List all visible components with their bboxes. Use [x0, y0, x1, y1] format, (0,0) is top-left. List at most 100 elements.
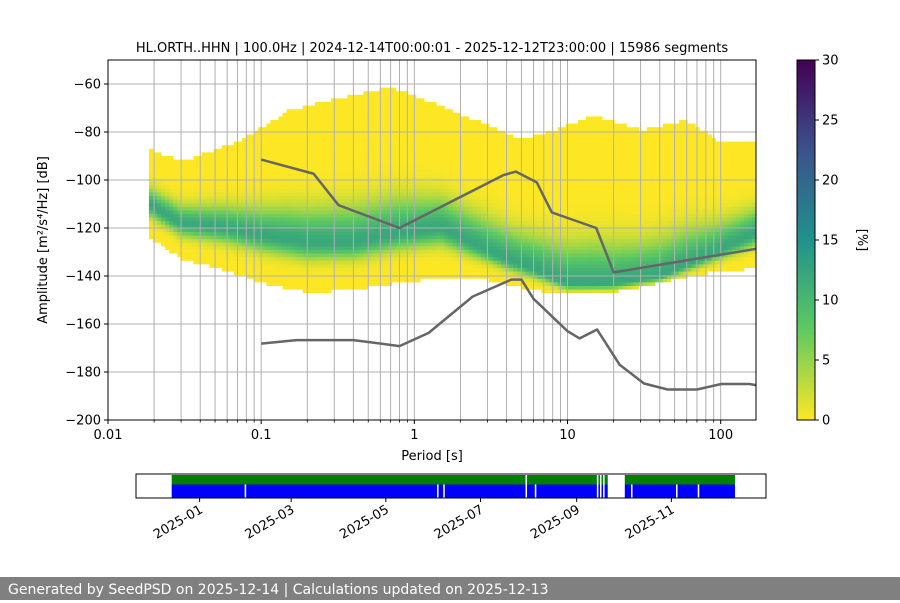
density-cell — [460, 138, 466, 142]
density-cell — [225, 156, 231, 160]
density-cell — [246, 256, 251, 261]
density-cell — [395, 256, 401, 261]
density-cell — [553, 166, 559, 171]
density-cell — [359, 213, 364, 218]
density-cell — [399, 181, 405, 186]
density-cell — [509, 217, 514, 222]
density-cell — [577, 260, 583, 265]
density-cell — [169, 188, 174, 193]
density-cell — [347, 220, 352, 225]
density-cell — [266, 231, 271, 236]
density-cell — [501, 170, 506, 175]
density-cell — [302, 120, 308, 124]
density-cell — [367, 112, 372, 117]
density-cell — [274, 192, 279, 196]
density-cell — [343, 278, 348, 283]
density-cell — [310, 138, 316, 142]
density-cell — [347, 141, 352, 146]
density-cell — [444, 195, 449, 200]
density-cell — [472, 256, 478, 261]
density-cell — [363, 206, 368, 211]
density-cell — [573, 238, 579, 243]
density-cell — [322, 228, 328, 232]
density-cell — [383, 109, 389, 114]
density-cell — [488, 260, 494, 265]
density-cell — [460, 134, 466, 139]
density-cell — [448, 238, 453, 243]
density-cell — [383, 102, 389, 106]
density-cell — [371, 260, 376, 265]
density-cell — [379, 102, 385, 106]
density-cell — [452, 206, 457, 211]
density-cell — [573, 231, 579, 236]
density-cell — [379, 235, 385, 240]
density-cell — [237, 174, 243, 178]
density-cell — [525, 148, 530, 153]
density-cell — [420, 174, 425, 178]
density-cell — [407, 145, 413, 150]
density-cell — [286, 120, 291, 124]
density-cell — [286, 170, 291, 175]
density-cell — [436, 235, 441, 240]
density-cell — [505, 217, 510, 222]
density-cell — [428, 192, 433, 196]
density-cell — [533, 242, 538, 247]
density-cell — [177, 253, 182, 258]
density-cell — [395, 184, 401, 189]
density-cell — [331, 210, 336, 214]
density-cell — [573, 159, 579, 164]
density-cell — [395, 91, 401, 96]
density-cell — [424, 127, 429, 132]
density-cell — [302, 202, 308, 207]
density-cell — [428, 159, 433, 164]
density-cell — [250, 181, 255, 186]
density-cell — [314, 109, 320, 114]
density-cell — [577, 210, 583, 214]
density-cell — [581, 278, 587, 283]
density-cell — [509, 235, 514, 240]
density-cell — [428, 206, 433, 211]
density-cell — [339, 166, 344, 171]
density-cell — [278, 166, 283, 171]
density-cell — [594, 116, 599, 121]
density-cell — [594, 134, 599, 139]
density-cell — [266, 210, 271, 214]
density-cell — [569, 202, 575, 207]
density-cell — [343, 98, 348, 103]
density-cell — [573, 285, 579, 290]
density-cell — [266, 181, 271, 186]
density-cell — [577, 123, 583, 128]
density-cell — [549, 181, 555, 186]
density-cell — [335, 116, 340, 121]
density-cell — [501, 202, 506, 207]
density-cell — [229, 202, 235, 207]
density-cell — [201, 228, 206, 232]
density-cell — [233, 217, 239, 222]
density-cell — [169, 192, 174, 196]
density-cell — [347, 282, 352, 286]
density-cell — [561, 210, 567, 214]
density-cell — [553, 148, 559, 153]
density-cell — [213, 217, 219, 222]
density-cell — [282, 282, 287, 286]
density-cell — [476, 130, 482, 135]
density-cell — [432, 174, 437, 178]
density-cell — [598, 159, 603, 164]
density-cell — [444, 231, 449, 236]
density-cell — [302, 181, 308, 186]
density-cell — [205, 206, 211, 211]
density-cell — [213, 260, 219, 265]
density-cell — [468, 235, 474, 240]
density-cell — [367, 260, 372, 265]
density-cell — [262, 195, 267, 200]
density-cell — [428, 231, 433, 236]
density-cell — [181, 210, 186, 214]
density-cell — [517, 174, 522, 178]
density-cell — [359, 170, 364, 175]
density-cell — [221, 166, 227, 171]
density-cell — [246, 271, 251, 276]
density-cell — [573, 246, 579, 250]
density-cell — [416, 231, 421, 236]
density-cell — [185, 224, 190, 229]
density-cell — [480, 242, 486, 247]
